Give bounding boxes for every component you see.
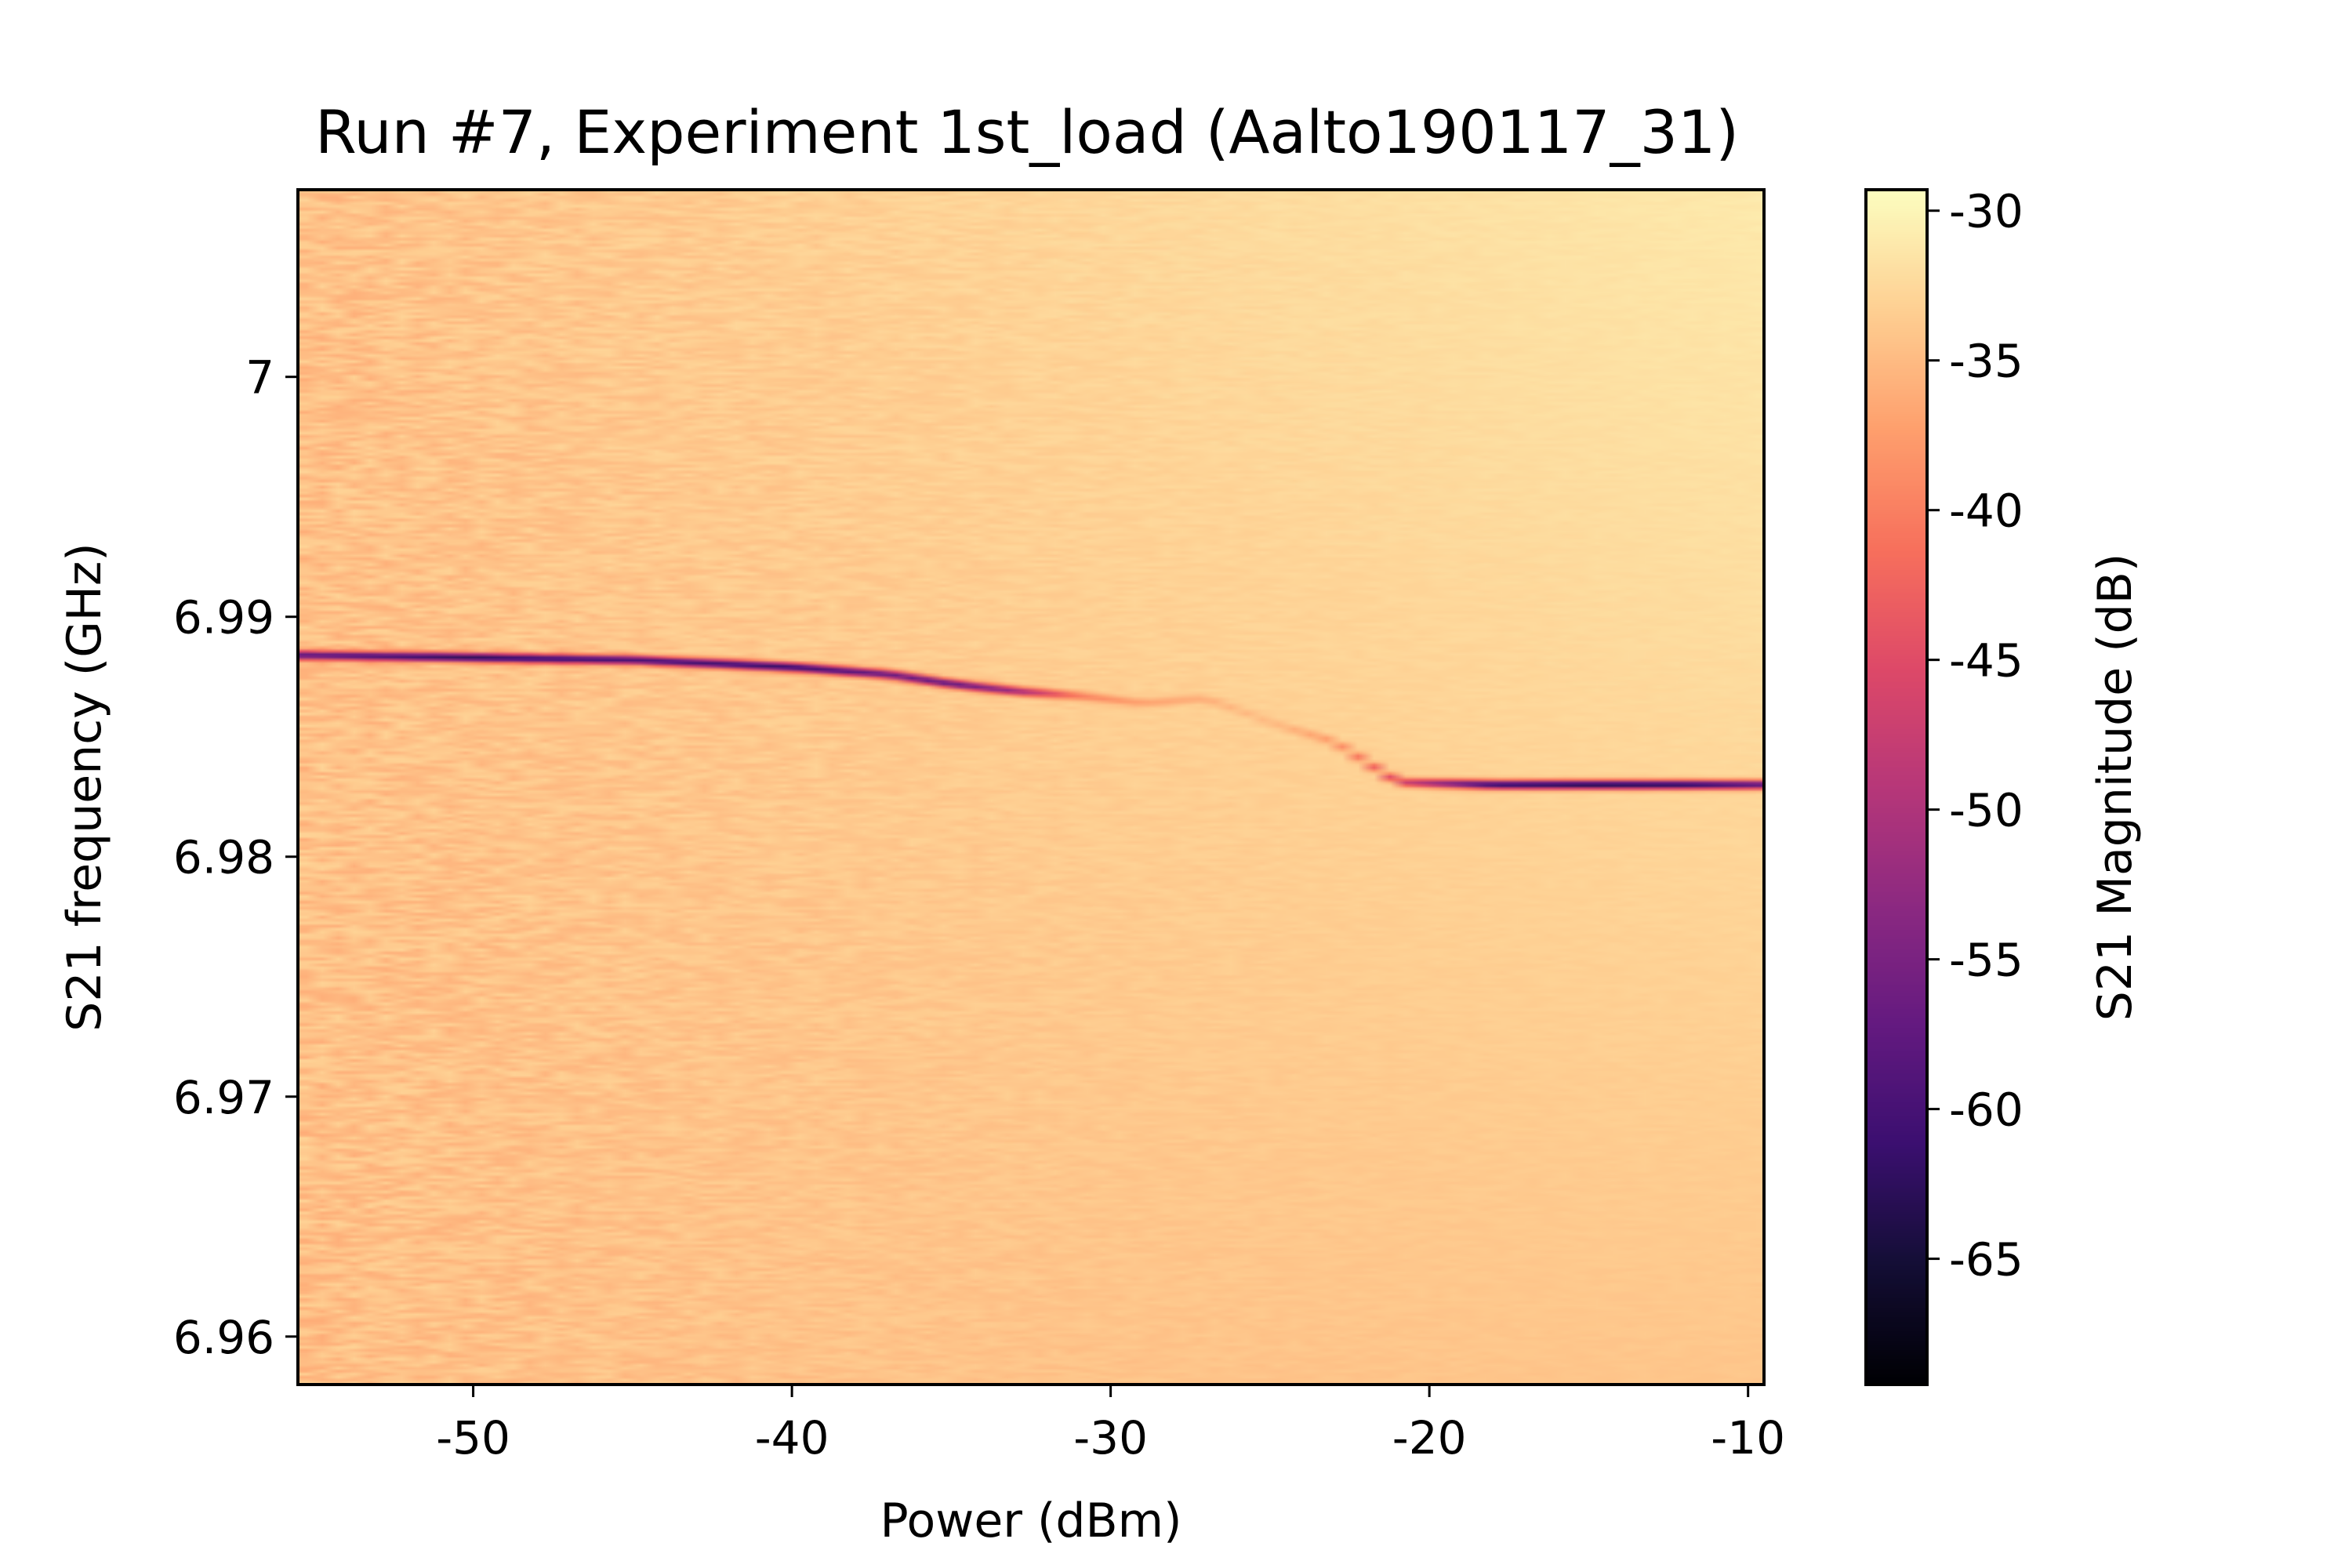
y-tick-label: 6.98 bbox=[173, 831, 274, 884]
y-tick-label: 7 bbox=[245, 351, 274, 405]
colorbar-tick-label: -50 bbox=[1949, 784, 2024, 837]
colorbar-tick-label: -45 bbox=[1949, 634, 2024, 688]
colorbar-tick-label: -55 bbox=[1949, 934, 2024, 987]
heatmap-plot-area bbox=[296, 188, 1766, 1386]
colorbar-tick-label: -35 bbox=[1949, 335, 2024, 388]
colorbar: -30 -35 -40 -45 -50 -55 -60 -65 S21 Magnitude (… bbox=[1864, 185, 2143, 1386]
colorbar-tick-label: -40 bbox=[1949, 485, 2024, 538]
colorbar-tick-label: -30 bbox=[1949, 185, 2024, 238]
y-axis-label: S21 frequency (GHz) bbox=[57, 543, 112, 1031]
y-axis: 6.96 6.97 6.98 6.99 7 bbox=[173, 351, 298, 1364]
x-tick-label: -40 bbox=[755, 1411, 829, 1465]
x-tick-label: -30 bbox=[1073, 1411, 1148, 1465]
y-tick-label: 6.96 bbox=[173, 1311, 274, 1364]
plot-frame bbox=[296, 188, 1766, 1386]
colorbar-tick-label: -65 bbox=[1949, 1233, 2024, 1287]
colorbar-tick-label: -60 bbox=[1949, 1083, 2024, 1137]
y-tick-label: 6.97 bbox=[173, 1071, 274, 1124]
y-tick-label: 6.99 bbox=[173, 591, 274, 644]
colorbar-label: S21 Magnitude (dB) bbox=[2088, 554, 2143, 1022]
x-tick-label: -10 bbox=[1711, 1411, 1785, 1465]
x-axis: -50 -40 -30 -20 -10 bbox=[436, 1385, 1785, 1465]
colorbar-gradient bbox=[1866, 190, 1927, 1385]
x-tick-label: -20 bbox=[1392, 1411, 1467, 1465]
colorbar-frame bbox=[1864, 188, 1929, 1386]
chart-title: Run #7, Experiment 1st_load (Aalto190117… bbox=[315, 97, 1739, 167]
x-axis-label: Power (dBm) bbox=[880, 1494, 1182, 1548]
x-tick-label: -50 bbox=[436, 1411, 510, 1465]
heatmap-image bbox=[298, 190, 1764, 1385]
colorbar-ticks: -30 -35 -40 -45 -50 -55 -60 -65 bbox=[1927, 185, 2024, 1287]
